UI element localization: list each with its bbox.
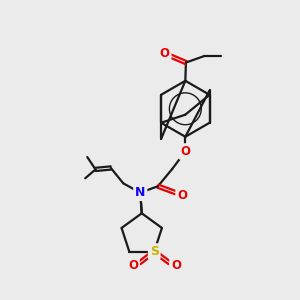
Text: N: N — [135, 186, 146, 199]
Text: O: O — [171, 259, 181, 272]
Text: O: O — [180, 145, 190, 158]
Text: O: O — [177, 188, 187, 202]
Text: S: S — [150, 245, 159, 258]
Text: O: O — [160, 47, 170, 60]
Text: O: O — [128, 259, 138, 272]
